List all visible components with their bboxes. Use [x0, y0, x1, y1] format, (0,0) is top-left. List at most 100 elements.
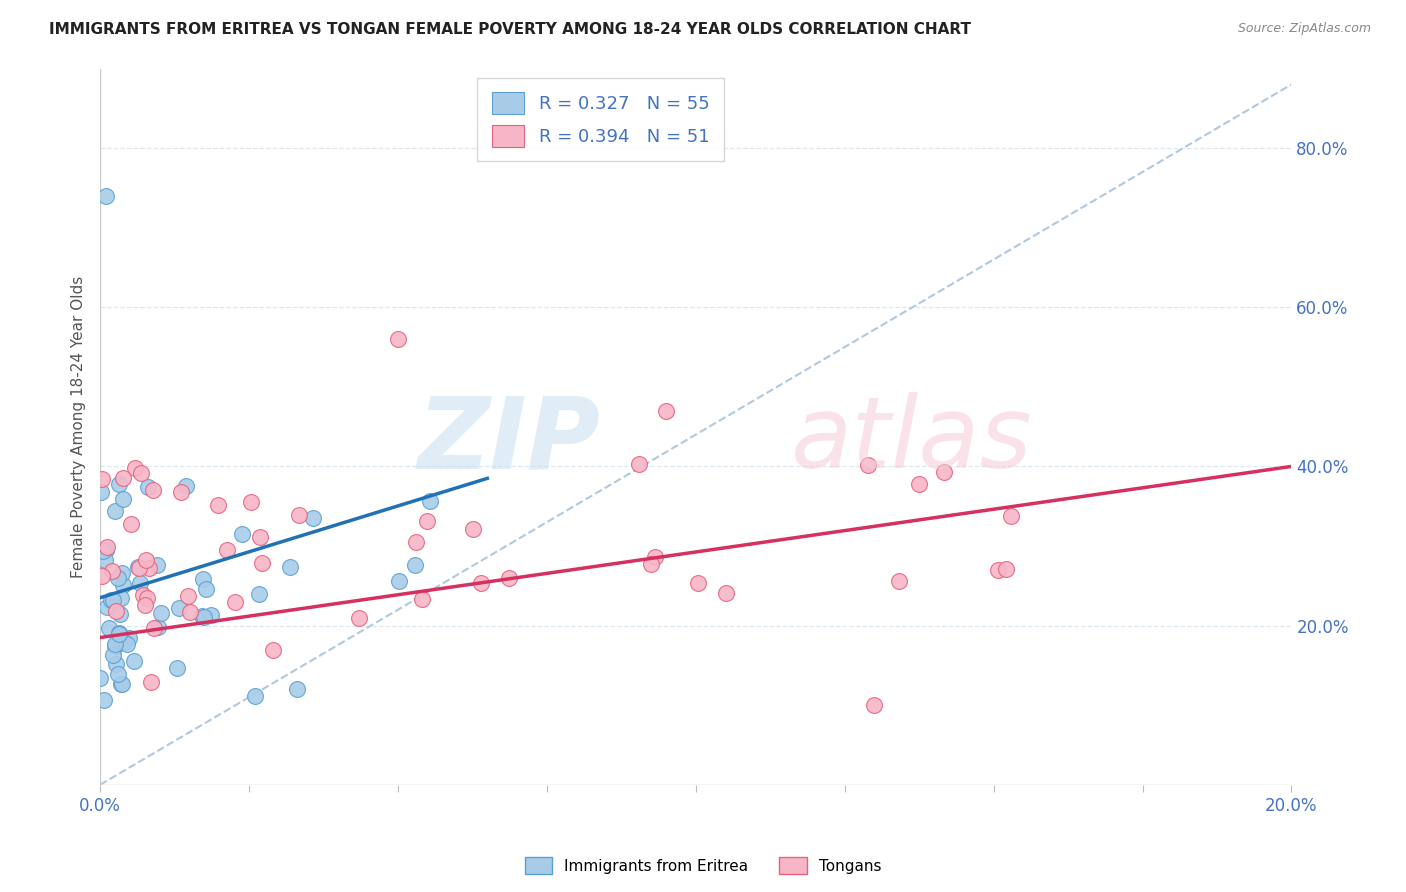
Point — [112, 635, 135, 649]
Point — [129, 575, 152, 590]
Point — [640, 558, 662, 572]
Point — [200, 608, 222, 623]
Point — [177, 589, 200, 603]
Point — [97, 621, 120, 635]
Point — [105, 604, 128, 618]
Point — [91, 568, 114, 582]
Point — [94, 542, 117, 557]
Point — [285, 681, 308, 696]
Point — [856, 458, 879, 473]
Point — [107, 571, 129, 585]
Point — [120, 516, 142, 531]
Point — [117, 637, 139, 651]
Point — [100, 564, 122, 578]
Point — [863, 698, 886, 713]
Point — [108, 477, 131, 491]
Point — [93, 693, 115, 707]
Point — [688, 576, 710, 591]
Text: atlas: atlas — [792, 392, 1033, 490]
Point — [387, 332, 409, 346]
Point — [167, 601, 190, 615]
Text: Source: ZipAtlas.com: Source: ZipAtlas.com — [1237, 22, 1371, 36]
Point — [405, 534, 427, 549]
Point — [278, 560, 301, 574]
Point — [301, 511, 323, 525]
Point — [134, 598, 156, 612]
Point — [644, 549, 666, 564]
Legend: Immigrants from Eritrea, Tongans: Immigrants from Eritrea, Tongans — [519, 851, 887, 880]
Point — [224, 595, 246, 609]
Point — [96, 600, 118, 615]
Point — [215, 542, 238, 557]
Point — [142, 483, 165, 497]
Point — [250, 557, 273, 571]
Point — [347, 611, 370, 625]
Y-axis label: Female Poverty Among 18-24 Year Olds: Female Poverty Among 18-24 Year Olds — [72, 276, 86, 578]
Point — [191, 608, 214, 623]
Point — [247, 587, 270, 601]
Point — [262, 643, 284, 657]
Point — [108, 627, 131, 641]
Point — [90, 484, 112, 499]
Point — [135, 591, 157, 605]
Point — [111, 491, 134, 506]
Point — [96, 540, 118, 554]
Point — [1000, 509, 1022, 524]
Point — [91, 473, 114, 487]
Point — [89, 671, 111, 685]
Point — [994, 562, 1017, 576]
Point — [110, 591, 132, 605]
Point — [122, 654, 145, 668]
Point — [150, 606, 173, 620]
Point — [166, 661, 188, 675]
Point — [136, 480, 159, 494]
Point — [127, 559, 149, 574]
Point — [110, 676, 132, 690]
Point — [101, 648, 124, 663]
Point — [108, 607, 131, 621]
Point — [388, 574, 411, 588]
Point — [104, 639, 127, 653]
Point — [249, 530, 271, 544]
Point — [103, 593, 125, 607]
Point — [470, 575, 492, 590]
Point — [131, 467, 153, 481]
Point — [139, 675, 162, 690]
Point — [105, 657, 128, 671]
Point — [288, 508, 311, 522]
Point — [124, 461, 146, 475]
Point — [91, 544, 114, 558]
Point — [411, 592, 433, 607]
Point — [419, 494, 441, 508]
Point — [107, 666, 129, 681]
Point — [404, 558, 426, 573]
Point — [193, 610, 215, 624]
Point — [117, 631, 139, 645]
Point — [461, 522, 484, 536]
Point — [107, 626, 129, 640]
Point — [111, 566, 134, 581]
Text: ZIP: ZIP — [418, 392, 600, 490]
Point — [195, 582, 218, 596]
Point — [112, 578, 135, 592]
Point — [191, 572, 214, 586]
Point — [104, 637, 127, 651]
Point — [714, 585, 737, 599]
Point — [111, 676, 134, 690]
Point — [132, 588, 155, 602]
Point — [135, 552, 157, 566]
Point — [111, 471, 134, 485]
Point — [146, 558, 169, 573]
Point — [416, 514, 439, 528]
Point — [245, 690, 267, 704]
Point — [174, 479, 197, 493]
Point — [148, 620, 170, 634]
Point — [179, 605, 201, 619]
Legend: R = 0.327   N = 55, R = 0.394   N = 51: R = 0.327 N = 55, R = 0.394 N = 51 — [477, 78, 724, 161]
Point — [655, 403, 678, 417]
Point — [231, 526, 253, 541]
Point — [100, 593, 122, 607]
Point — [908, 476, 931, 491]
Point — [128, 560, 150, 574]
Point — [240, 495, 263, 509]
